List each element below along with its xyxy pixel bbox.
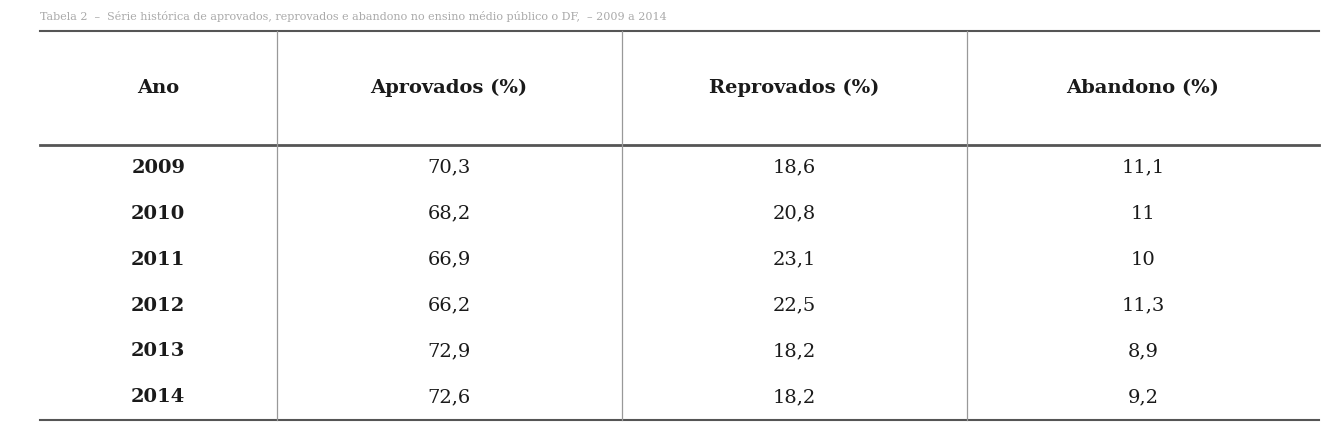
Text: 2011: 2011 — [131, 251, 185, 268]
Text: 23,1: 23,1 — [773, 251, 817, 268]
Text: 66,9: 66,9 — [428, 251, 470, 268]
Text: Ano: Ano — [137, 78, 180, 97]
Text: Abandono (%): Abandono (%) — [1067, 78, 1219, 97]
Text: 2014: 2014 — [131, 389, 185, 406]
Text: 11,1: 11,1 — [1122, 159, 1164, 177]
Text: 2009: 2009 — [132, 159, 185, 177]
Text: 18,2: 18,2 — [773, 343, 817, 360]
Text: 20,8: 20,8 — [773, 205, 817, 223]
Text: 22,5: 22,5 — [773, 297, 817, 314]
Text: 2012: 2012 — [131, 297, 185, 314]
Text: 11,3: 11,3 — [1122, 297, 1164, 314]
Text: Reprovados (%): Reprovados (%) — [709, 78, 879, 97]
Text: 72,6: 72,6 — [428, 389, 470, 406]
Text: Tabela 2  –  Série histórica de aprovados, reprovados e abandono no ensino médio: Tabela 2 – Série histórica de aprovados,… — [40, 11, 667, 22]
Text: 72,9: 72,9 — [428, 343, 470, 360]
Text: 10: 10 — [1131, 251, 1155, 268]
Text: 18,6: 18,6 — [773, 159, 817, 177]
Text: 8,9: 8,9 — [1127, 343, 1159, 360]
Text: 18,2: 18,2 — [773, 389, 817, 406]
Text: 66,2: 66,2 — [428, 297, 470, 314]
Text: 70,3: 70,3 — [428, 159, 470, 177]
Text: 2010: 2010 — [131, 205, 185, 223]
Text: 11: 11 — [1131, 205, 1155, 223]
Text: 68,2: 68,2 — [428, 205, 470, 223]
Text: 2013: 2013 — [131, 343, 185, 360]
Text: Aprovados (%): Aprovados (%) — [370, 78, 527, 97]
Text: 9,2: 9,2 — [1127, 389, 1159, 406]
